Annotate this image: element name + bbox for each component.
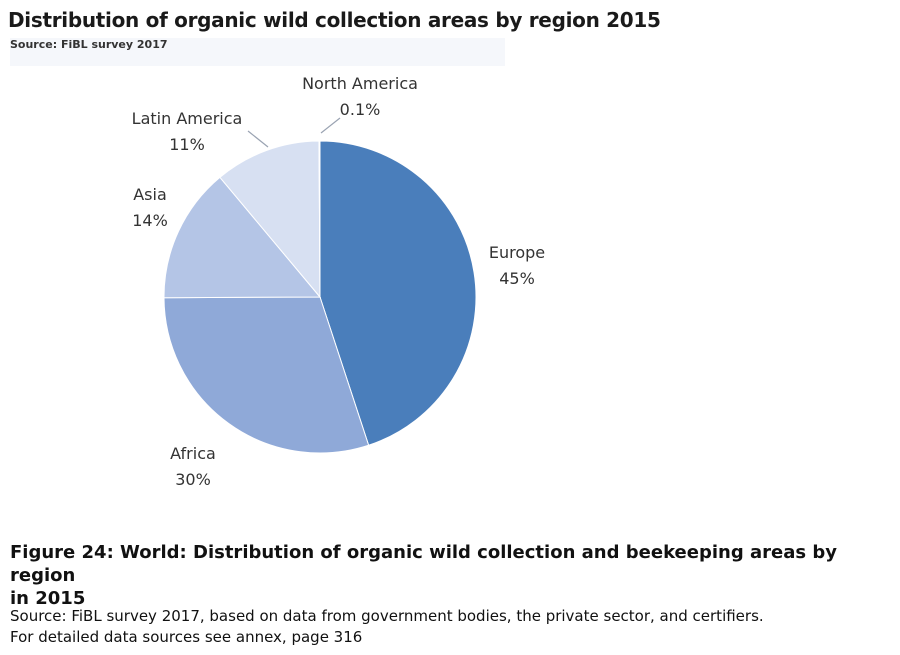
pie-slice-north-america bbox=[318, 140, 321, 298]
slice-label-europe: Europe bbox=[489, 243, 545, 262]
slice-label-africa: Africa bbox=[170, 444, 216, 463]
slice-value-latin-america: 11% bbox=[169, 135, 205, 154]
figure-caption-line-1: Figure 24: World: Distribution of organi… bbox=[10, 542, 837, 586]
figure-source: Source: FiBL survey 2017, based on data … bbox=[10, 606, 890, 648]
leader-line-latin-america bbox=[247, 130, 269, 148]
chart-source: Source: FiBL survey 2017 bbox=[10, 38, 168, 51]
pie-slices bbox=[163, 140, 477, 454]
slice-labels: Europe 45% Africa 30% Asia 14% Latin America 11… bbox=[132, 74, 545, 489]
slice-value-europe: 45% bbox=[499, 269, 535, 288]
figure-source-line-1: Source: FiBL survey 2017, based on data … bbox=[10, 607, 764, 625]
leader-line-north-america bbox=[320, 117, 341, 134]
slice-label-asia: Asia bbox=[133, 185, 167, 204]
pie-slice-africa bbox=[163, 296, 370, 454]
faded-overlay-band bbox=[10, 38, 505, 66]
leader-lines bbox=[247, 117, 341, 148]
slice-value-asia: 14% bbox=[132, 211, 168, 230]
pie-slice-asia bbox=[163, 176, 322, 299]
figure-caption-line-2: in 2015 bbox=[10, 588, 86, 609]
pie-chart: Europe 45% Africa 30% Asia 14% Latin America 11… bbox=[132, 74, 545, 489]
pie-slice-europe bbox=[319, 140, 477, 446]
slice-label-latin-america: Latin America bbox=[132, 109, 243, 128]
slice-value-north-america: 0.1% bbox=[340, 100, 381, 119]
figure-source-line-2: For detailed data sources see annex, pag… bbox=[10, 628, 363, 646]
slice-label-north-america: North America bbox=[302, 74, 418, 93]
chart-title: Distribution of organic wild collection … bbox=[8, 8, 661, 32]
figure-caption: Figure 24: World: Distribution of organi… bbox=[10, 541, 890, 610]
pie-slice-latin-america bbox=[219, 140, 321, 299]
slice-value-africa: 30% bbox=[175, 470, 211, 489]
